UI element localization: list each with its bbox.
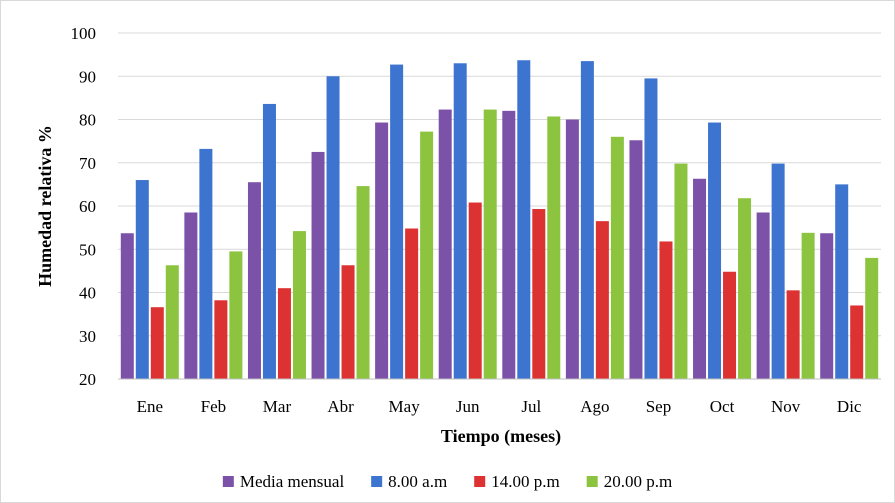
bar-media-mensual-feb (184, 212, 197, 379)
bar-20-00-p-m-sep (674, 164, 687, 379)
y-tick-label: 100 (71, 24, 97, 43)
bar-media-mensual-jul (502, 111, 515, 379)
bar-8-00-a-m-oct (708, 123, 721, 379)
x-tick-label: Ago (580, 397, 609, 416)
bar-media-mensual-mar (248, 182, 261, 379)
legend-swatch-media-mensual (223, 476, 234, 487)
bar-8-00-a-m-may (390, 65, 403, 379)
bar-14-00-p-m-may (405, 228, 418, 379)
y-tick-label: 80 (79, 111, 96, 130)
y-tick-labels: 20 30 40 50 60 70 80 90 100 (71, 24, 97, 389)
bar-14-00-p-m-jun (469, 203, 482, 379)
bar-media-mensual-nov (757, 212, 770, 379)
x-tick-label: Nov (771, 397, 801, 416)
bar-8-00-a-m-dic (835, 184, 848, 379)
bar-14-00-p-m-ago (596, 221, 609, 379)
legend-label-20-00-p-m: 20.00 p.m (604, 472, 672, 491)
x-tick-label: Jul (521, 397, 541, 416)
bar-media-mensual-sep (629, 140, 642, 379)
bar-14-00-p-m-oct (723, 272, 736, 379)
legend-swatch-14-00-p-m (474, 476, 485, 487)
y-tick-label: 20 (79, 370, 96, 389)
x-tick-label: Jun (456, 397, 480, 416)
bar-20-00-p-m-dic (865, 258, 878, 379)
bar-14-00-p-m-jul (532, 209, 545, 379)
x-tick-labels: Ene Feb Mar Abr May Jun Jul Ago Sep Oct Nov Dic (137, 397, 862, 416)
bar-8-00-a-m-jun (454, 63, 467, 379)
x-axis-title: Tiempo (meses) (441, 426, 561, 447)
bar-14-00-p-m-dic (850, 305, 863, 379)
bar-8-00-a-m-jul (517, 60, 530, 379)
bar-8-00-a-m-sep (644, 78, 657, 379)
bar-20-00-p-m-ago (611, 137, 624, 379)
y-tick-label: 90 (79, 67, 96, 86)
y-axis-title: Humedad relativa % (35, 125, 55, 287)
legend-swatch-20-00-p-m (587, 476, 598, 487)
bar-media-mensual-ene (121, 233, 134, 379)
x-tick-label: Mar (263, 397, 292, 416)
bar-20-00-p-m-oct (738, 198, 751, 379)
bar-media-mensual-abr (312, 152, 325, 379)
legend: Media mensual 8.00 a.m 14.00 p.m 20.00 p.m (223, 472, 672, 491)
bar-media-mensual-ago (566, 120, 579, 380)
bar-14-00-p-m-nov (787, 290, 800, 379)
bar-8-00-a-m-mar (263, 104, 276, 379)
legend-swatch-8-00-a-m (371, 476, 382, 487)
bar-20-00-p-m-mar (293, 231, 306, 379)
bar-8-00-a-m-nov (772, 164, 785, 379)
x-tick-label: Sep (646, 397, 672, 416)
bar-20-00-p-m-jun (484, 110, 497, 379)
bar-20-00-p-m-jul (547, 116, 560, 379)
bar-14-00-p-m-sep (659, 241, 672, 379)
bar-20-00-p-m-nov (802, 233, 815, 379)
bar-14-00-p-m-feb (214, 300, 227, 379)
bar-20-00-p-m-abr (357, 186, 370, 379)
bar-8-00-a-m-ago (581, 61, 594, 379)
bar-20-00-p-m-ene (166, 265, 179, 379)
bar-14-00-p-m-abr (342, 265, 355, 379)
bar-14-00-p-m-ene (151, 307, 164, 379)
bar-8-00-a-m-feb (199, 149, 212, 379)
bar-8-00-a-m-abr (327, 76, 340, 379)
x-tick-label: Oct (710, 397, 735, 416)
y-tick-label: 30 (79, 327, 96, 346)
x-tick-label: Abr (327, 397, 354, 416)
legend-label-media-mensual: Media mensual (240, 472, 345, 491)
bar-8-00-a-m-ene (136, 180, 149, 379)
bar-media-mensual-may (375, 123, 388, 379)
y-tick-label: 70 (79, 154, 96, 173)
legend-label-8-00-a-m: 8.00 a.m (388, 472, 447, 491)
y-tick-label: 60 (79, 197, 96, 216)
y-tick-label: 50 (79, 240, 96, 259)
bar-media-mensual-dic (820, 233, 833, 379)
bar-20-00-p-m-feb (229, 251, 242, 379)
bar-media-mensual-jun (439, 110, 452, 379)
x-tick-label: May (389, 397, 421, 416)
bar-media-mensual-oct (693, 179, 706, 379)
legend-label-14-00-p-m: 14.00 p.m (491, 472, 559, 491)
x-tick-label: Dic (837, 397, 862, 416)
bar-14-00-p-m-mar (278, 288, 291, 379)
bars (121, 60, 878, 379)
x-tick-label: Ene (137, 397, 163, 416)
bar-20-00-p-m-may (420, 132, 433, 379)
x-tick-label: Feb (201, 397, 227, 416)
y-tick-label: 40 (79, 284, 96, 303)
